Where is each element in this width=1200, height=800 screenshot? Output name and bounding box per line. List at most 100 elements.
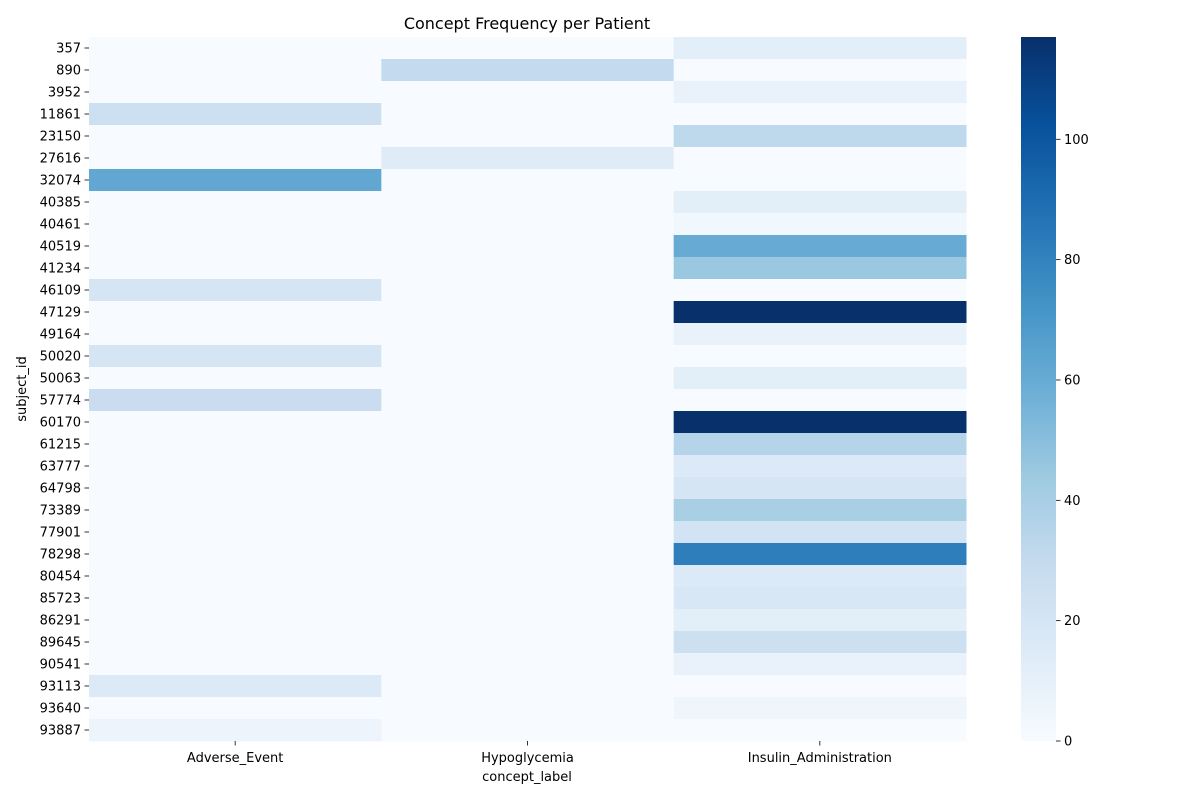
y-tick-label: 47129 bbox=[40, 306, 81, 321]
heatmap-cell bbox=[89, 235, 382, 258]
heatmap-cell bbox=[381, 169, 675, 192]
y-tick-label: 77901 bbox=[40, 526, 81, 541]
heatmap-cell bbox=[673, 521, 967, 544]
heatmap-cell bbox=[381, 235, 675, 258]
heatmap-cell bbox=[673, 411, 967, 434]
heatmap-cell bbox=[381, 103, 675, 126]
heatmap-cell bbox=[673, 345, 967, 368]
y-tick-label: 63777 bbox=[40, 460, 81, 475]
heatmap-cell bbox=[381, 499, 675, 522]
chart-title: Concept Frequency per Patient bbox=[404, 14, 650, 33]
heatmap-cell bbox=[89, 411, 382, 434]
y-tick-label: 93887 bbox=[40, 724, 81, 739]
y-tick-label: 93640 bbox=[40, 702, 81, 717]
colorbar-tick-label: 60 bbox=[1064, 373, 1081, 388]
heatmap-cell bbox=[89, 631, 382, 654]
heatmap-cells bbox=[89, 37, 967, 742]
heatmap-cell bbox=[89, 59, 382, 82]
y-tick-label: 61215 bbox=[40, 438, 81, 453]
heatmap-cell bbox=[89, 191, 382, 214]
heatmap-cell bbox=[381, 323, 675, 346]
heatmap-cell bbox=[381, 191, 675, 214]
heatmap-cell bbox=[673, 59, 967, 82]
y-tick-label: 57774 bbox=[40, 394, 81, 409]
y-tick-label: 23150 bbox=[40, 130, 81, 145]
x-axis-label: concept_label bbox=[482, 770, 572, 785]
heatmap-cell bbox=[89, 345, 382, 368]
heatmap-cell bbox=[673, 697, 967, 720]
heatmap-cell bbox=[673, 675, 967, 698]
heatmap-cell bbox=[381, 411, 675, 434]
colorbar: 0 20 40 60 80 100 bbox=[1021, 37, 1089, 750]
heatmap-cell bbox=[673, 455, 967, 478]
colorbar-tick-label: 0 bbox=[1064, 735, 1072, 750]
y-tick-label: 27616 bbox=[40, 152, 81, 167]
y-tick-label: 40519 bbox=[40, 240, 81, 255]
heatmap-cell bbox=[381, 345, 675, 368]
heatmap-cell bbox=[89, 301, 382, 324]
heatmap-cell bbox=[89, 279, 382, 302]
y-tick-label: 80454 bbox=[40, 570, 81, 585]
heatmap-cell bbox=[673, 367, 967, 390]
heatmap-cell bbox=[673, 587, 967, 610]
heatmap-cell bbox=[89, 125, 382, 148]
heatmap-cell bbox=[89, 455, 382, 478]
y-axis: 357 890 3952 11861 23150 27616 32074 40385 40461… bbox=[40, 42, 89, 739]
y-tick-label: 40461 bbox=[40, 218, 81, 233]
heatmap-cell bbox=[673, 191, 967, 214]
heatmap-cell bbox=[381, 587, 675, 610]
y-tick-label: 85723 bbox=[40, 592, 81, 607]
y-tick-label: 73389 bbox=[40, 504, 81, 519]
heatmap-cell bbox=[673, 103, 967, 126]
heatmap-cell bbox=[381, 653, 675, 676]
heatmap-cell bbox=[673, 147, 967, 170]
heatmap-cell bbox=[673, 169, 967, 192]
heatmap-cell bbox=[381, 477, 675, 500]
heatmap-cell bbox=[381, 37, 675, 60]
heatmap-cell bbox=[89, 521, 382, 544]
heatmap-cell bbox=[381, 389, 675, 412]
y-tick-label: 357 bbox=[56, 42, 81, 57]
heatmap-cell bbox=[89, 653, 382, 676]
heatmap-cell bbox=[673, 609, 967, 632]
heatmap-cell bbox=[381, 719, 675, 742]
heatmap-cell bbox=[381, 543, 675, 566]
heatmap-cell bbox=[89, 719, 382, 742]
heatmap-cell bbox=[89, 697, 382, 720]
heatmap-cell bbox=[673, 235, 967, 258]
heatmap-cell bbox=[673, 719, 967, 742]
heatmap-cell bbox=[673, 477, 967, 500]
y-tick-label: 890 bbox=[56, 64, 81, 79]
x-axis: Adverse_Event Hypoglycemia Insulin_Adminis… bbox=[187, 741, 892, 766]
colorbar-tick-label: 100 bbox=[1064, 133, 1089, 148]
heatmap-cell bbox=[89, 389, 382, 412]
heatmap-cell bbox=[381, 697, 675, 720]
y-tick-label: 46109 bbox=[40, 284, 81, 299]
y-tick-label: 11861 bbox=[40, 108, 81, 123]
y-tick-label: 64798 bbox=[40, 482, 81, 497]
heatmap-cell bbox=[381, 59, 675, 82]
heatmap-cell bbox=[381, 279, 675, 302]
x-tick-label: Hypoglycemia bbox=[481, 751, 574, 766]
heatmap-cell bbox=[673, 631, 967, 654]
y-tick-label: 78298 bbox=[40, 548, 81, 563]
heatmap-cell bbox=[381, 367, 675, 390]
heatmap-cell bbox=[89, 609, 382, 632]
x-tick-label: Insulin_Administration bbox=[748, 751, 892, 766]
heatmap-cell bbox=[89, 169, 382, 192]
y-tick-label: 93113 bbox=[40, 680, 81, 695]
heatmap-cell bbox=[381, 433, 675, 456]
heatmap-cell bbox=[673, 543, 967, 566]
heatmap-cell bbox=[89, 543, 382, 566]
heatmap-cell bbox=[673, 499, 967, 522]
y-tick-label: 89645 bbox=[40, 636, 81, 651]
y-tick-label: 41234 bbox=[40, 262, 81, 277]
heatmap-cell bbox=[381, 675, 675, 698]
heatmap-cell bbox=[89, 323, 382, 346]
heatmap-cell bbox=[381, 521, 675, 544]
heatmap-cell bbox=[89, 213, 382, 236]
heatmap-cell bbox=[89, 103, 382, 126]
y-axis-label: subject_id bbox=[15, 356, 30, 421]
y-tick-label: 90541 bbox=[40, 658, 81, 673]
